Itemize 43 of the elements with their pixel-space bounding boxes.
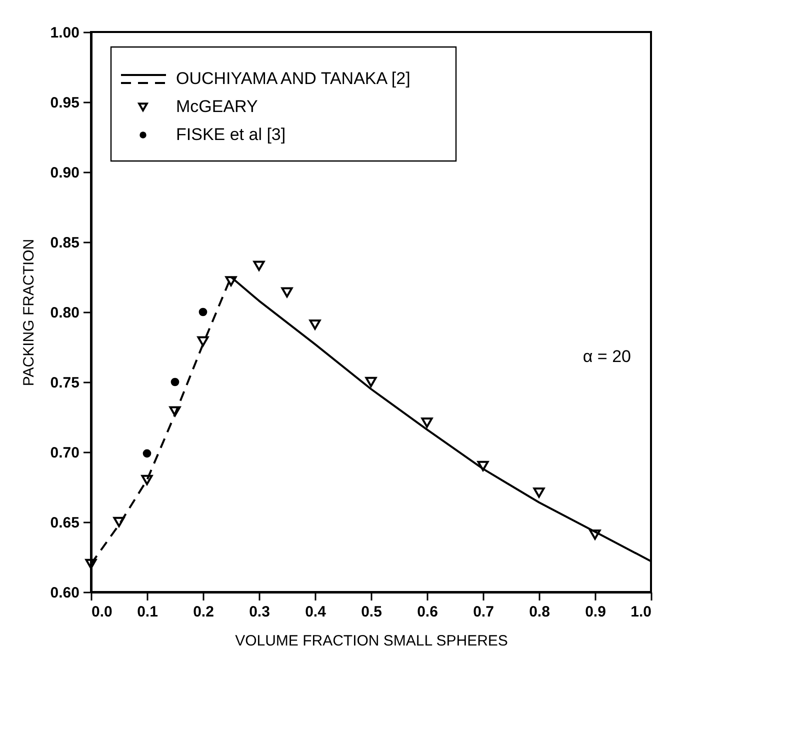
point [533,487,545,498]
point [142,449,152,458]
point [421,417,433,428]
y-tick-label: 0.70 [50,444,80,462]
point [85,558,97,570]
y-tick-label: 0.65 [50,514,80,532]
point [225,276,237,286]
point [197,336,209,347]
y-tick-label: 0.80 [50,304,80,322]
point [169,406,181,417]
y-tick-label: 0.60 [50,584,80,602]
legend-label: FISKE et al [3] [176,125,286,144]
legend-label: McGEARY [176,97,258,116]
point [281,287,293,298]
x-tick-label: 0.5 [361,604,382,620]
point [141,474,153,486]
point [365,376,377,388]
point [198,308,208,316]
point [477,460,489,472]
x-tick-label: 0.2 [193,604,214,620]
legend-label: OUCHIYAMA AND TANAKA [2] [176,69,410,88]
y-tick-label: 0.95 [50,94,80,112]
y-tick-label: 0.85 [50,234,80,252]
x-tick-label: 0.8 [529,604,550,620]
point [309,319,321,330]
x-tick-label: 0.4 [305,604,327,620]
x-tick-label: 0.1 [137,604,158,620]
x-tick-label: 1.0 [630,604,652,620]
point [253,260,265,271]
x-tick-label: 0.9 [585,604,606,620]
y-tick-label: 0.75 [50,374,80,392]
x-tick-label: 0.6 [417,604,438,620]
x-tick-label: 0.7 [473,604,494,620]
y-tick-label: 1.00 [50,24,80,42]
annotation: α = 20 [582,346,631,366]
x-tick-label: 0.3 [249,604,270,620]
point [170,378,180,386]
point [589,529,601,540]
y-axis-title: PACKING FRACTION [20,238,38,386]
x-axis-title: VOLUME FRACTION SMALL SPHERES [235,632,508,650]
y-tick-label: 0.90 [50,164,80,182]
x-tick-label: 0.0 [92,604,112,620]
point [113,516,125,528]
